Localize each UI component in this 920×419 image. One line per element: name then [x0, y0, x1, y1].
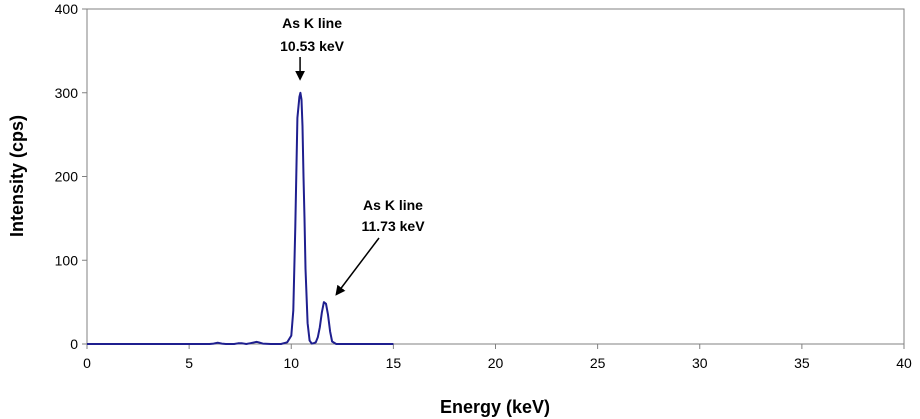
annotation-line1: As K line — [282, 15, 342, 31]
x-tick-label: 40 — [896, 355, 912, 371]
x-tick-label: 30 — [692, 355, 708, 371]
plot-area — [86, 8, 905, 345]
x-axis-title: Energy (keV) — [440, 397, 550, 417]
annotation-line1: As K line — [363, 197, 423, 213]
y-axis-ticks: 0 100 200 300 400 — [55, 1, 87, 352]
spectrum-line — [87, 91, 394, 345]
y-tick-label: 200 — [55, 169, 79, 185]
annotation-layer: As K line 10.53 keV As K line 11.73 keV — [280, 15, 425, 296]
x-tick-label: 20 — [488, 355, 504, 371]
y-tick-label: 300 — [55, 85, 79, 101]
annotation-line2: 10.53 keV — [280, 38, 344, 54]
y-tick-label: 400 — [55, 1, 79, 17]
y-axis-title: Intensity (cps) — [7, 115, 27, 237]
annotation-arrow — [335, 237, 380, 296]
y-tick-label: 0 — [70, 336, 78, 352]
x-axis-ticks: 0 5 10 15 20 25 30 35 40 — [83, 344, 912, 371]
series-layer — [87, 91, 394, 345]
x-tick-label: 15 — [386, 355, 402, 371]
x-tick-label: 5 — [185, 355, 193, 371]
x-tick-label: 35 — [794, 355, 810, 371]
x-tick-label: 10 — [283, 355, 299, 371]
y-tick-label: 100 — [55, 252, 79, 268]
x-tick-label: 25 — [590, 355, 606, 371]
x-tick-label: 0 — [83, 355, 91, 371]
annotation-line2: 11.73 keV — [361, 218, 425, 234]
